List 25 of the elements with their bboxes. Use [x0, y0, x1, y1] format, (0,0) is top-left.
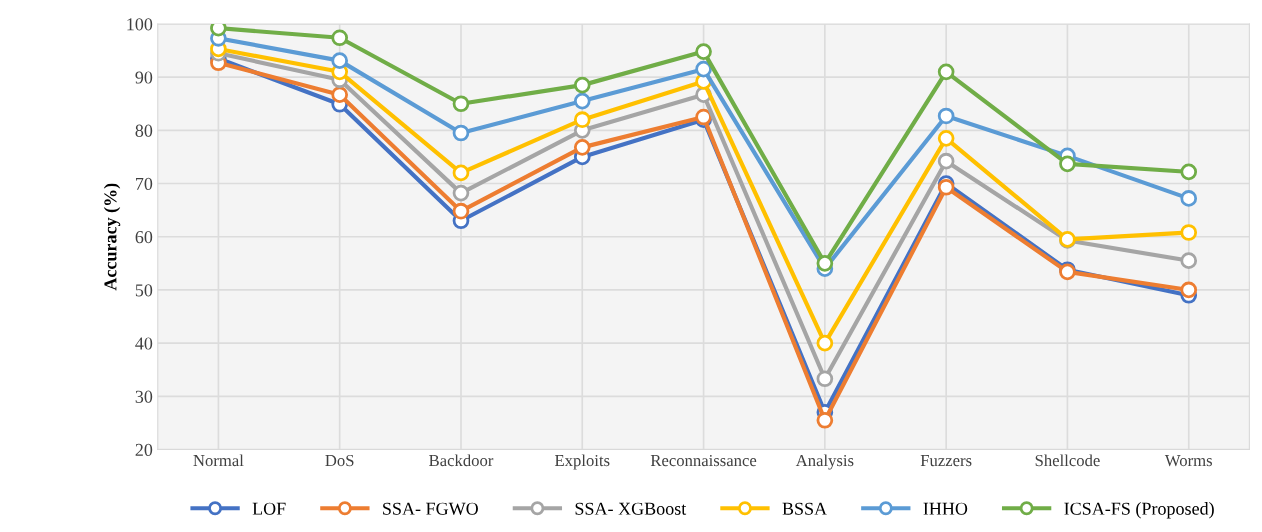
y-tick-label: 30 — [135, 390, 153, 403]
x-tick-label: Worms — [1164, 455, 1212, 467]
x-tick-label: DoS — [325, 454, 354, 467]
y-tick-label: 90 — [135, 71, 153, 84]
x-tick-label: Shellcode — [1035, 454, 1100, 467]
y-axis-title: Accuracy (%) — [103, 183, 121, 291]
x-tick-label: Analysis — [795, 454, 854, 470]
x-tick-label: Fuzzers — [920, 455, 972, 467]
legend-label: IHHO — [923, 502, 968, 515]
legend-label: LOF — [252, 502, 286, 515]
legend-label: BSSA — [782, 502, 827, 515]
y-tick-label: 80 — [135, 124, 153, 137]
y-tick-label: 40 — [135, 337, 153, 350]
y-tick-label: 60 — [135, 231, 153, 244]
legend-label: SSA- XGBoost — [575, 502, 687, 515]
y-tick-label: 20 — [135, 443, 153, 456]
y-tick-label: 70 — [136, 177, 153, 190]
x-tick-label: Normal — [193, 454, 244, 467]
x-tick-label: Reconnaissance — [650, 454, 757, 467]
x-tick-label: Exploits — [554, 454, 610, 470]
y-tick-label: 50 — [135, 284, 153, 297]
legend-label: SSA- FGWO — [383, 502, 478, 515]
y-tick-label: 100 — [127, 18, 153, 31]
legend-label: ICSA-FS (Proposed) — [1064, 502, 1214, 519]
x-tick-label: Backdoor — [429, 454, 494, 467]
